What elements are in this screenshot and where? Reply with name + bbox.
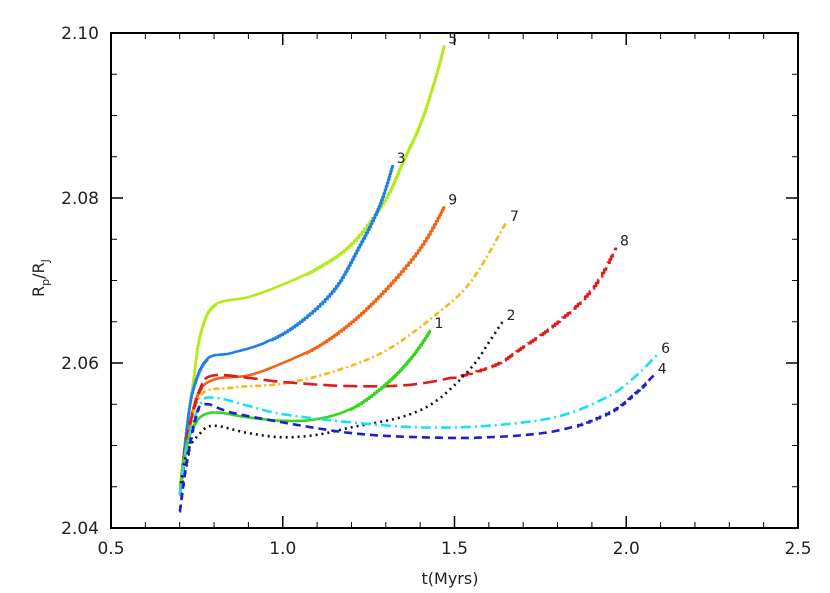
series-curves [178, 45, 659, 513]
series-line-7 [178, 222, 508, 496]
series-line-3 [178, 165, 394, 497]
series-label-8: 8 [620, 234, 629, 250]
series-line-1 [178, 329, 432, 497]
x-tick-label: 1.5 [441, 539, 468, 559]
series-labels: 5 3 9 7 8 1 2 6 4 [397, 31, 670, 377]
y-tick-label: 2.06 [61, 354, 99, 374]
plot-frame [110, 32, 799, 529]
plot-axes: 0.5 1.0 1.5 2.0 2.5 2.04 2.06 2.08 2.10 [61, 24, 811, 559]
x-tick-label: 2.5 [784, 539, 811, 559]
x-axis-title: t(Myrs) [422, 569, 479, 588]
series-label-3: 3 [397, 151, 406, 167]
series-line-2 [178, 321, 504, 496]
y-tick-label: 2.08 [61, 189, 99, 209]
series-line-4 [178, 374, 655, 513]
x-tick-label: 1.0 [269, 539, 296, 559]
x-tick-label: 0.5 [97, 539, 124, 559]
series-label-7: 7 [510, 209, 519, 225]
series-label-2: 2 [507, 308, 516, 324]
series-label-1: 1 [434, 316, 443, 332]
x-tick-label: 2.0 [613, 539, 640, 559]
series-line-5 [178, 45, 446, 489]
series-line-8 [178, 247, 618, 497]
series-label-6: 6 [661, 341, 670, 357]
y-axis-title: Rp/RJ [29, 259, 52, 297]
series-label-5: 5 [448, 31, 457, 47]
series-label-4: 4 [658, 361, 667, 377]
y-tick-label: 2.04 [61, 519, 99, 539]
series-line-9 [178, 206, 446, 497]
y-tick-label: 2.10 [61, 24, 99, 44]
series-label-9: 9 [448, 192, 457, 208]
